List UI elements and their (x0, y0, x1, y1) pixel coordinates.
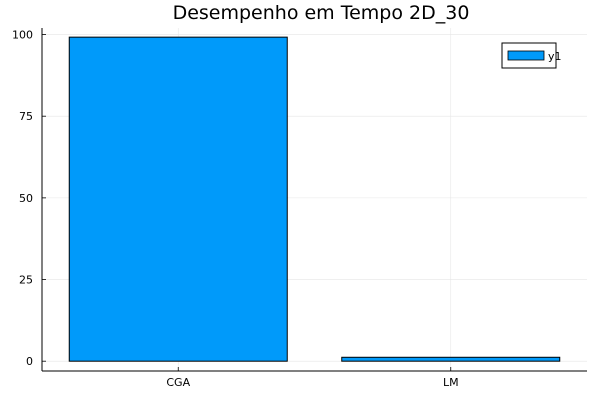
x-axis-ticks: CGA LM (166, 367, 459, 389)
bar-lm (341, 356, 561, 362)
legend-label: y1 (548, 50, 562, 63)
legend: y1 (501, 42, 562, 69)
bar-cga (68, 36, 288, 362)
y-tick-label: 0 (26, 355, 33, 368)
y-tick-label: 50 (19, 192, 33, 205)
y-tick-label: 100 (12, 29, 33, 42)
y-tick-label: 75 (19, 110, 33, 123)
legend-swatch (507, 50, 545, 61)
y-axis-ticks: 0 25 50 75 100 (12, 29, 46, 368)
x-tick-label: LM (443, 376, 459, 389)
y-tick-label: 25 (19, 274, 33, 287)
bars (68, 36, 561, 362)
x-tick-label: CGA (166, 376, 190, 389)
chart-title: Desempenho em Tempo 2D_30 (173, 2, 470, 24)
